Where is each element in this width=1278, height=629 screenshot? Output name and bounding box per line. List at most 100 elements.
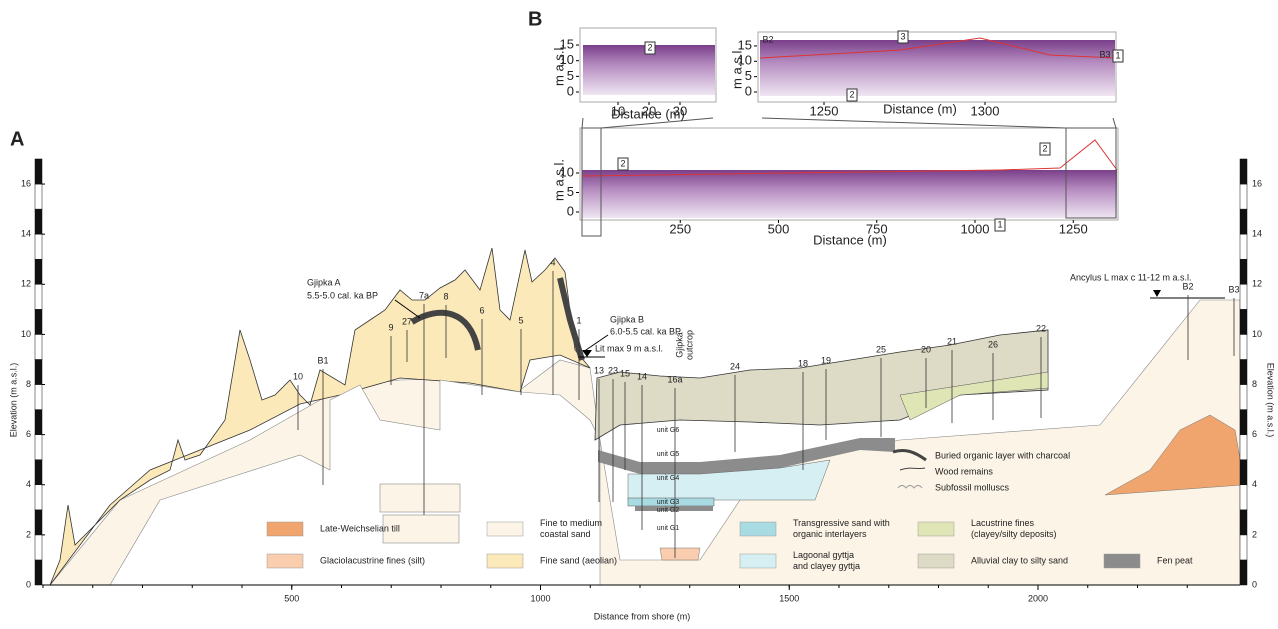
y2-tick-label: 14 <box>1252 229 1262 239</box>
borehole-label: B2 <box>1182 281 1193 291</box>
ruler-segment <box>35 209 42 234</box>
ruler-segment <box>35 259 42 284</box>
y2-tick-label: 0 <box>1252 579 1257 589</box>
unit-label: unit G3 <box>657 499 680 506</box>
y2-tick-label: 2 <box>1252 529 1257 539</box>
ancylus-marker <box>1153 290 1161 297</box>
ruler-segment <box>1240 184 1247 209</box>
ruler-segment <box>1240 359 1247 384</box>
inset-x-tick-label: 1250 <box>1059 221 1088 236</box>
inset-y-tick-label: 15 <box>560 36 574 51</box>
inset-y-tick-label: 10 <box>560 164 574 179</box>
inset-x-tick-label: 1300 <box>971 103 1000 118</box>
axis-title: Distance from shore (m) <box>594 611 691 621</box>
inset-y-tick-label: 5 <box>745 68 752 83</box>
inset-x-tick-label: 500 <box>768 221 790 236</box>
marker-label: B3 <box>1099 49 1110 59</box>
inset-x-tick-label: 1000 <box>961 221 990 236</box>
ruler-segment <box>35 359 42 384</box>
legend-label: Fen peat <box>1157 555 1193 565</box>
marker-label: 2 <box>620 158 625 168</box>
y-tick-label: 14 <box>21 229 31 239</box>
ruler-segment <box>35 184 42 209</box>
symbol-label: Wood remains <box>935 466 993 476</box>
glaciolacustrine <box>660 548 700 560</box>
annotation: Gjipka B <box>610 314 644 324</box>
y-tick-label: 12 <box>21 279 31 289</box>
axis-title: Elevation (m a.s.l.) <box>1266 363 1276 438</box>
zoom-line <box>582 118 583 128</box>
marker-label: 2 <box>1042 143 1047 153</box>
borehole-label: 4 <box>550 257 555 267</box>
inset-x-tick-label: 30 <box>673 103 687 118</box>
legend-swatch <box>918 554 954 568</box>
borehole-label: 21 <box>947 336 957 346</box>
annotation: 6.0-5.5 cal. ka BP <box>610 326 681 336</box>
ruler-segment <box>1240 284 1247 309</box>
legend-label: Fine to medium <box>540 518 602 528</box>
ruler-segment <box>1240 485 1247 510</box>
cross-section <box>43 248 1242 585</box>
borehole-label: 14 <box>637 371 647 381</box>
y-tick-label: 6 <box>26 429 31 439</box>
annotation: Gjipka A <box>307 277 341 287</box>
annotation: Gjipka <box>674 332 684 358</box>
borehole-label: 8 <box>443 291 448 301</box>
borehole-label: 20 <box>921 344 931 354</box>
borehole-label: B1 <box>317 355 328 365</box>
annotation: 5.5-5.0 cal. ka BP <box>307 290 378 300</box>
borehole-label: 16a <box>667 374 682 384</box>
ruler-segment <box>1240 309 1247 334</box>
legend-swatch <box>918 522 954 536</box>
ruler-segment <box>35 284 42 309</box>
ruler-segment <box>35 234 42 259</box>
zoom-line <box>1113 118 1116 128</box>
ruler-segment <box>1240 560 1247 585</box>
legend-label: (clayey/silty deposits) <box>971 529 1057 539</box>
marker-label: 1 <box>997 219 1002 229</box>
borehole-label: 15 <box>620 368 630 378</box>
unit-label: unit G4 <box>657 475 680 482</box>
legend-swatch <box>487 554 523 568</box>
gpr-image <box>760 40 1115 96</box>
y2-tick-label: 8 <box>1252 379 1257 389</box>
inset-y-tick-label: 15 <box>738 37 752 52</box>
ruler-segment <box>35 309 42 334</box>
marker-label: 2 <box>849 89 854 99</box>
borehole-label: 7a <box>419 290 429 300</box>
legend-label: Transgressive sand with <box>793 518 890 528</box>
legend-label: Lagoonal gyttja <box>793 550 854 560</box>
borehole-label: 5 <box>518 315 523 325</box>
inset-y-tick-label: 10 <box>738 53 752 68</box>
unit-label: unit G2 <box>657 507 680 514</box>
ruler-segment <box>1240 510 1247 535</box>
ruler-segment <box>35 385 42 410</box>
unit-label: unit G5 <box>657 451 680 458</box>
borehole-label: 23 <box>608 365 618 375</box>
ruler-segment <box>35 535 42 560</box>
y-tick-label: 8 <box>26 379 31 389</box>
inset-y-tick-label: 0 <box>567 83 574 98</box>
y-tick-label: 4 <box>26 479 31 489</box>
annotation: Lit max 9 m a.s.l. <box>595 343 663 353</box>
panel-label: B <box>528 8 542 30</box>
legend-swatch <box>487 522 523 536</box>
x-tick-label: 1500 <box>779 593 799 603</box>
y2-tick-label: 6 <box>1252 429 1257 439</box>
borehole-label: 25 <box>876 344 886 354</box>
annotation: outcrop <box>684 330 694 360</box>
ruler-segment <box>35 460 42 485</box>
legend-swatch <box>1104 554 1140 568</box>
inset-x-tick-label: 750 <box>866 221 888 236</box>
x-tick-label: 1000 <box>530 593 550 603</box>
borehole-label: 10 <box>293 371 303 381</box>
ruler-segment <box>1240 209 1247 234</box>
ruler-segment <box>1240 259 1247 284</box>
gpr-image <box>582 170 1117 218</box>
borehole-label: 13 <box>594 365 604 375</box>
legend-label: and clayey gyttja <box>793 561 860 571</box>
y2-tick-label: 4 <box>1252 479 1257 489</box>
x-tick-label: 500 <box>284 593 299 603</box>
marker-label: 3 <box>900 31 905 41</box>
ruler-segment <box>35 510 42 535</box>
